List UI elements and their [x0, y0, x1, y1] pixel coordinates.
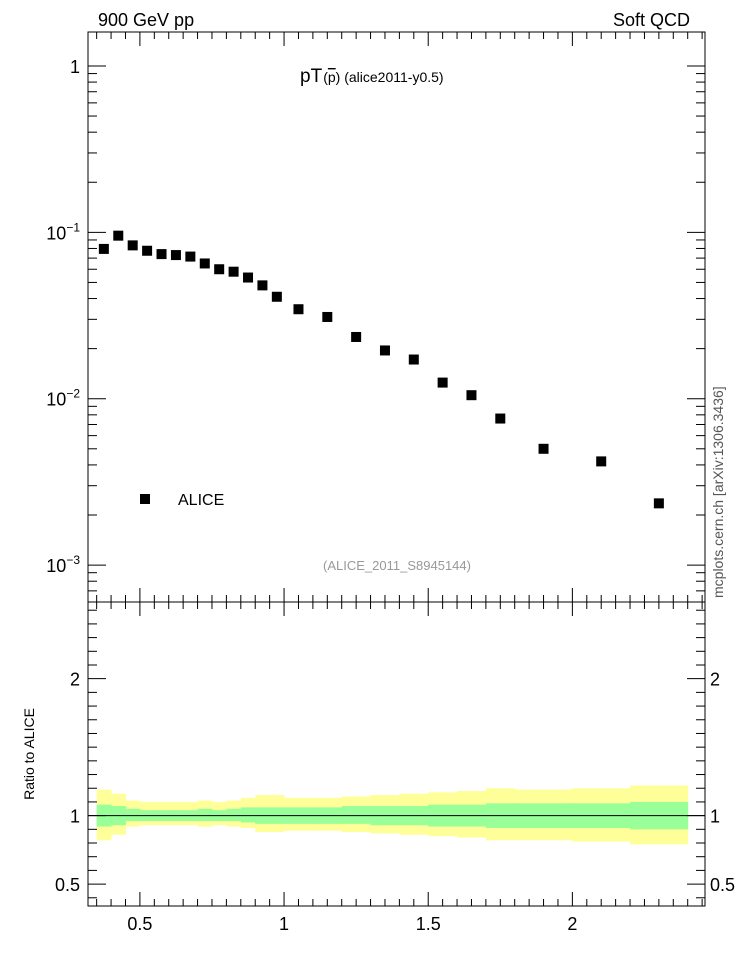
x-tick-label: 2 [567, 914, 577, 934]
green-band-bin [240, 807, 256, 823]
legend-marker-alice [140, 494, 150, 504]
data-point [98, 243, 109, 254]
legend: ALICE [140, 492, 224, 509]
data-point [271, 291, 282, 302]
data-points [98, 230, 664, 509]
ratio-panel-frame [87, 601, 706, 907]
ratio-bands [96, 785, 689, 845]
data-point [127, 240, 138, 251]
data-point [228, 266, 239, 277]
data-point [214, 264, 225, 275]
main-axis-ticks [88, 32, 705, 603]
ratio-y-tick-labels: 0.5 0.5 1 1 2 2 [55, 670, 735, 895]
data-point [379, 345, 390, 356]
data-point [322, 311, 333, 322]
ratio-y-tick-label-right: 1 [710, 807, 720, 827]
plot-title: pT(p) (alice2011-y0.5) [300, 66, 444, 87]
data-point [113, 230, 124, 241]
title-paren-open: ( [323, 69, 328, 85]
ratio-y-tick-label-right: 0.5 [710, 875, 735, 895]
data-point [142, 245, 153, 256]
data-point [185, 251, 196, 262]
analysis-watermark: (ALICE_2011_S8945144) [323, 558, 471, 573]
data-point [538, 443, 549, 454]
data-point [351, 331, 362, 342]
side-credit-label: mcplots.cern.ch [arXiv:1306.3436] [710, 386, 726, 598]
data-point [466, 390, 477, 401]
x-tick-label: 1.5 [416, 914, 441, 934]
green-band-bin [197, 808, 213, 822]
title-paren-close: ) [336, 69, 345, 85]
x-tick-labels: 0.5 1 1.5 2 [127, 914, 577, 934]
data-point [293, 304, 304, 315]
data-point [495, 413, 506, 424]
title-particle: p [328, 69, 336, 85]
green-band-bin [125, 808, 141, 822]
y-tick-label-main: 10−3 [46, 553, 80, 576]
data-point [199, 258, 210, 269]
main-panel: 1 10−1 10−2 10−3 pT(p) (alice2011-y0.5) ALI… [46, 31, 706, 603]
header-left-label: 900 GeV pp [98, 10, 194, 30]
data-point [156, 249, 167, 260]
green-band-bin [341, 806, 372, 824]
header-right-label: Soft QCD [613, 10, 690, 30]
x-tick-label: 1 [279, 914, 289, 934]
main-y-tick-labels: 1 10−1 10−2 10−3 [46, 57, 80, 576]
data-point [257, 280, 268, 291]
green-band-bin [226, 808, 242, 822]
legend-label-alice: ALICE [178, 492, 224, 509]
data-point [653, 498, 664, 509]
ratio-y-tick-label-left: 2 [70, 670, 80, 690]
title-main: pT [300, 66, 323, 87]
data-point [170, 250, 181, 261]
ratio-panel: 0.5 0.5 1 1 2 2 0.5 1 1.5 2 Ratio to ALICE [21, 601, 735, 934]
ratio-axis-ticks [88, 602, 705, 906]
y-tick-label-main: 10−2 [46, 387, 80, 410]
y-tick-label-main: 10−1 [46, 220, 80, 243]
ratio-y-axis-title: Ratio to ALICE [21, 708, 37, 800]
data-point [437, 377, 448, 388]
ratio-y-tick-label-right: 2 [710, 670, 720, 690]
ratio-y-tick-label-left: 1 [70, 807, 80, 827]
data-point [243, 272, 254, 283]
ratio-y-tick-label-left: 0.5 [55, 875, 80, 895]
main-panel-frame [87, 31, 706, 603]
title-suffix: (alice2011-y0.5) [344, 69, 443, 85]
y-tick-label-main: 1 [70, 57, 80, 77]
data-point [596, 456, 607, 467]
x-tick-label: 0.5 [127, 914, 152, 934]
data-point [408, 354, 419, 365]
